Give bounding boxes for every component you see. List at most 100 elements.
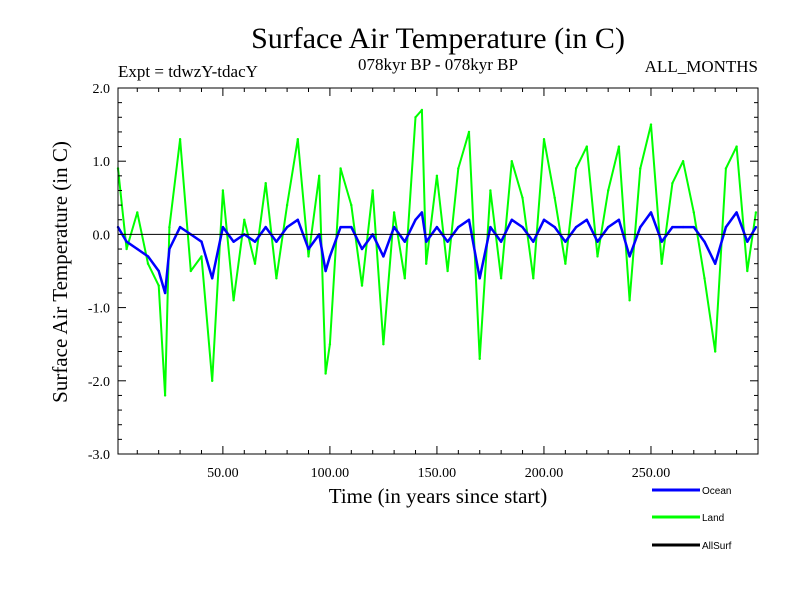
data-point-ocean: [617, 218, 621, 221]
data-point-land: [499, 277, 503, 280]
data-point-land: [703, 277, 706, 280]
data-point-ocean: [542, 218, 546, 221]
data-point-ocean: [425, 240, 428, 243]
period-label: 078kyr BP - 078kyr BP: [358, 55, 518, 74]
data-point-land: [243, 218, 246, 221]
data-point-land: [746, 269, 749, 273]
legend-item-ocean: Ocean: [652, 486, 731, 497]
y-tick-label: -2.0: [88, 375, 110, 390]
data-point-land: [371, 189, 374, 192]
data-point-land: [607, 189, 610, 192]
data-point-land: [414, 116, 417, 119]
data-point-land: [392, 211, 396, 214]
data-point-ocean: [564, 240, 567, 243]
data-point-land: [360, 284, 364, 287]
data-point-ocean: [754, 225, 758, 229]
data-point-land: [146, 262, 150, 265]
plot-frame: [117, 87, 759, 455]
data-point-land: [617, 145, 621, 148]
plot-area: [116, 87, 759, 455]
data-point-ocean: [628, 255, 631, 258]
data-point-ocean: [521, 225, 524, 229]
data-point-ocean: [232, 240, 235, 243]
data-point-land: [307, 255, 310, 258]
y-tick-labels: -3.0 -2.0 -1.0 0.0 1.0 2.0: [88, 82, 110, 463]
data-point-ocean: [649, 211, 653, 214]
data-point-ocean: [285, 225, 289, 229]
data-point-land: [168, 225, 171, 229]
data-point-ocean: [163, 291, 167, 295]
data-point-land: [285, 203, 289, 207]
data-point-ocean: [660, 240, 663, 243]
data-point-land: [457, 167, 460, 170]
data-point-land: [232, 299, 235, 302]
series-layer: [116, 108, 758, 397]
data-point-land: [125, 247, 128, 251]
data-point-ocean: [735, 211, 738, 214]
data-point-ocean: [703, 240, 706, 243]
data-point-land: [510, 160, 513, 163]
legend-label: Land: [702, 513, 724, 524]
data-point-land: [681, 160, 685, 163]
data-point-ocean: [467, 218, 471, 221]
y-tick-label: -1.0: [88, 302, 110, 317]
data-point-ocean: [607, 225, 610, 229]
data-point-land: [328, 343, 332, 346]
data-point-land: [564, 262, 567, 265]
legend-item-land: Land: [652, 513, 724, 524]
data-point-ocean: [178, 225, 182, 229]
x-tick-label: 250.00: [632, 466, 671, 481]
y-axis-title: Surface Air Temperature (in C): [48, 141, 72, 403]
series-ocean: [116, 211, 758, 295]
data-point-land: [553, 196, 556, 199]
legend-label: Ocean: [702, 486, 731, 497]
data-point-ocean: [350, 225, 353, 229]
data-point-ocean: [136, 247, 139, 251]
data-point-land: [420, 108, 424, 112]
data-point-ocean: [339, 225, 342, 229]
data-point-land: [136, 211, 139, 214]
data-point-ocean: [420, 211, 424, 214]
data-point-ocean: [392, 225, 396, 229]
axis-ticks: [118, 87, 758, 455]
data-point-land: [542, 138, 546, 141]
data-point-ocean: [671, 225, 674, 229]
data-point-ocean: [324, 269, 327, 273]
data-point-ocean: [446, 240, 449, 243]
data-point-ocean: [168, 247, 171, 251]
data-point-ocean: [403, 240, 406, 243]
data-point-ocean: [382, 255, 385, 258]
data-point-ocean: [360, 247, 364, 251]
data-point-land: [596, 255, 599, 258]
legend: Ocean Land AllSurf: [652, 486, 732, 552]
series-land: [116, 108, 758, 397]
experiment-label: Expt = tdwzY-tdacY: [118, 62, 258, 81]
data-point-land: [339, 167, 342, 170]
data-point-land: [714, 350, 717, 353]
data-point-ocean: [125, 240, 128, 243]
data-point-land: [639, 167, 642, 170]
data-point-ocean: [307, 247, 310, 251]
x-axis-title: Time (in years since start): [329, 484, 548, 508]
data-point-ocean: [296, 218, 299, 221]
data-point-land: [489, 189, 492, 192]
data-point-ocean: [553, 225, 556, 229]
data-point-ocean: [724, 225, 728, 229]
data-point-ocean: [221, 225, 225, 229]
data-point-ocean: [435, 225, 439, 229]
y-tick-label: -3.0: [88, 448, 110, 463]
data-point-land: [446, 269, 449, 273]
data-point-land: [628, 299, 631, 302]
y-tick-label: 1.0: [93, 155, 111, 170]
data-point-land: [264, 182, 267, 185]
data-point-ocean: [264, 225, 267, 229]
series-line-land: [117, 109, 757, 397]
data-point-ocean: [532, 240, 535, 243]
data-point-ocean: [714, 262, 717, 265]
data-point-land: [660, 262, 663, 265]
data-point-land: [521, 196, 524, 199]
data-point-land: [382, 343, 385, 346]
data-point-ocean: [499, 240, 503, 243]
